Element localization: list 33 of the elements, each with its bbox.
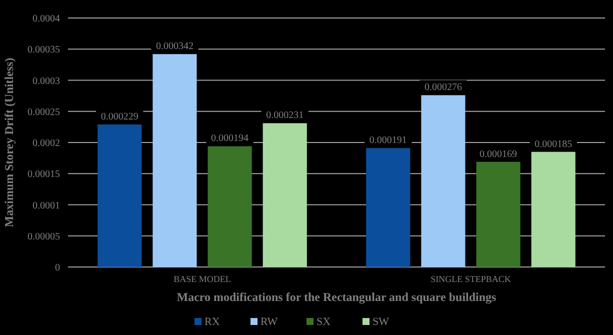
bar <box>98 124 142 267</box>
data-label: 0.000342 <box>156 41 194 52</box>
bar <box>476 162 520 267</box>
data-label: 0.000185 <box>534 138 572 150</box>
legend-label: RW <box>260 316 278 328</box>
bar <box>208 146 252 267</box>
legend-label: RX <box>204 316 220 328</box>
x-tick-label: BASE MODEL <box>174 274 231 284</box>
y-tick-label: 0.00035 <box>28 44 60 56</box>
bar <box>262 123 307 267</box>
bar <box>366 148 410 267</box>
y-axis-title: Maximum Storey Drift (Unitless) <box>2 58 16 228</box>
bar <box>152 54 197 267</box>
data-label: 0.000194 <box>211 133 249 144</box>
bar <box>421 95 466 267</box>
y-tick-label: 0.0001 <box>32 200 60 212</box>
x-tick-label: SINGLE STEPBACK <box>430 274 512 284</box>
data-label: 0.000169 <box>480 148 518 160</box>
data-label: 0.000276 <box>424 82 462 94</box>
legend-label: SX <box>316 316 331 328</box>
data-label: 0.000191 <box>369 135 407 146</box>
y-tick-label: 0.0002 <box>32 138 60 149</box>
legend-label: SW <box>372 316 390 328</box>
y-tick-label: 0.00015 <box>28 169 60 180</box>
y-tick-label: 0.0003 <box>32 76 60 87</box>
y-tick-label: 0.00005 <box>28 231 60 242</box>
data-label: 0.000229 <box>100 111 138 122</box>
x-axis-title: Macro modifications for the Rectangular and square buildings <box>176 290 497 304</box>
y-tick-label: 0 <box>55 262 60 274</box>
y-tick-label: 0.0004 <box>32 14 60 24</box>
bar <box>531 152 576 267</box>
y-tick-label: 0.00025 <box>28 106 60 118</box>
data-label: 0.000231 <box>266 110 304 122</box>
